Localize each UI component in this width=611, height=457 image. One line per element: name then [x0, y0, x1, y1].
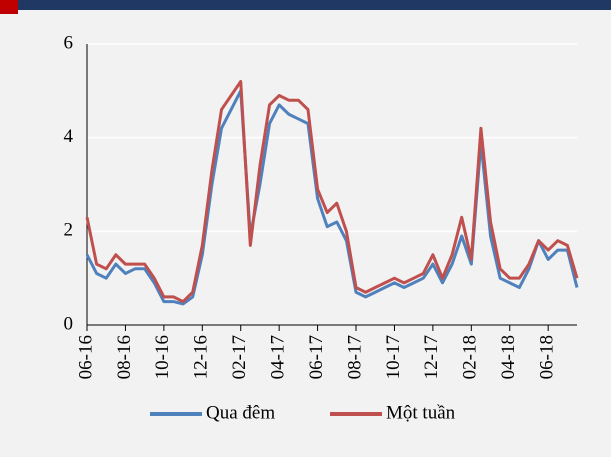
- x-tick-label: 02-17: [229, 335, 250, 379]
- x-tick-label: 12-17: [421, 335, 442, 379]
- legend-label: Một tuần: [386, 402, 456, 423]
- x-tick-label: 10-17: [383, 335, 404, 379]
- header-bar: [0, 0, 611, 10]
- y-tick-label: 0: [64, 313, 74, 334]
- x-tick-label: 08-16: [114, 335, 135, 379]
- x-tick-label: 04-17: [268, 335, 289, 379]
- x-tick-label: 06-16: [75, 335, 96, 379]
- x-tick-label: 08-17: [344, 335, 365, 379]
- x-tick-label: 10-16: [152, 335, 173, 379]
- line-series: [85, 89, 579, 306]
- legend-label: Qua đêm: [206, 402, 275, 423]
- y-tick-label: 2: [64, 220, 74, 241]
- header-marker: [0, 0, 18, 14]
- x-tick-label: 06-17: [306, 335, 327, 379]
- y-tick-label: 6: [64, 32, 74, 53]
- x-tick-label: 12-16: [191, 335, 212, 379]
- line-series: [85, 79, 579, 304]
- x-tick-label: 04-18: [498, 335, 519, 379]
- x-tick-label: 02-18: [460, 335, 481, 379]
- x-tick-label: 06-18: [537, 335, 558, 379]
- y-tick-label: 4: [64, 126, 74, 147]
